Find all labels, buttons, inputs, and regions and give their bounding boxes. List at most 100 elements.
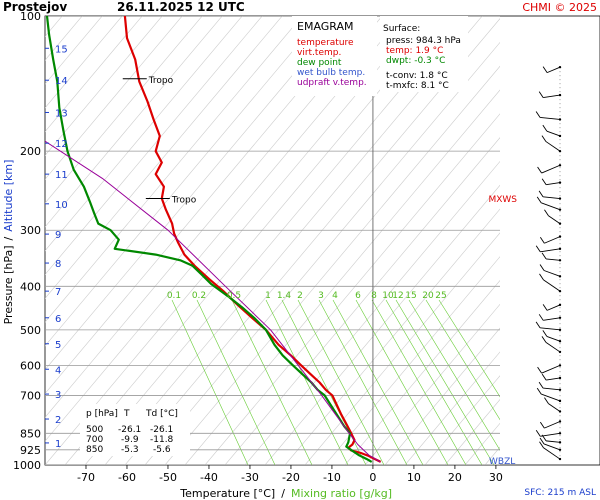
dry-adiabat-line [45,16,303,323]
wind-barb [541,434,562,444]
dry-adiabat-line [45,16,363,395]
table-box [80,404,190,456]
legend-item-updraft: udpraft v.temp. [297,78,367,88]
pressure-tick-label: 600 [20,359,41,372]
dry-adiabat-line [45,16,383,418]
table-row-1-p: 500 [86,425,103,435]
table-row-2-p: 700 [86,435,103,445]
dry-adiabat-line [364,303,500,465]
sfc-label: SFC: 215 m ASL [524,488,596,498]
mxws-label: MXWS [488,195,517,205]
wind-barb [535,430,562,437]
dry-adiabat-line [164,65,500,465]
mixing-ratio-line [438,299,500,398]
table-row-3-td: -5.6 [153,445,171,455]
surface-pressure: press: 984.3 hPa [386,36,461,46]
pressure-tick-label: 300 [20,224,41,237]
wind-barb [539,235,562,244]
pressure-tick-label: 500 [20,324,41,337]
mixing-ratio-label: 15 [405,291,416,301]
x-axis-sep: / [281,487,285,500]
dry-adiabat-line [104,16,483,465]
sounding-series [45,16,382,463]
altitude-tick-label: 9 [55,230,61,241]
mixing-ratio-line [231,299,313,465]
wind-barb [541,336,562,354]
x-axis-temp-label: Temperature [°C] [179,487,275,500]
mixing-ratio-label: 20 [422,291,434,301]
table-header-p: p [hPa] [86,409,118,419]
x-tick-label: -30 [241,471,259,484]
dry-adiabat-line [384,327,500,465]
pressure-tick-label: 850 [20,427,41,440]
wind-barb [544,397,562,413]
wind-barb [539,437,562,451]
wbzl-label: WBZL [489,457,515,467]
wind-barb [539,273,562,293]
mixing-ratio-label: 6 [355,291,361,301]
dry-adiabat-line [144,41,500,465]
dry-adiabat-line [324,256,500,465]
wind-barb [537,164,562,174]
wind-barb [538,381,562,391]
altitude-tick-label: 14 [55,76,68,87]
dry-adiabat-line [224,137,500,465]
x-tick-label: -20 [282,471,300,484]
altitude-tick-label: 10 [55,200,68,211]
pressure-tick-label: 700 [20,389,41,402]
mixing-ratio-line [332,299,424,465]
table-row-1-td: -26.1 [150,425,173,435]
mixing-ratio-line [318,299,408,465]
x-tick-label: -60 [118,471,136,484]
surface-dewpoint: dwpt: -0.3 °C [386,56,445,66]
x-tick-label: -40 [200,471,218,484]
mixing-ratio-line [395,299,495,465]
dry-adiabat-line [84,16,463,465]
mixing-ratio-label: 10 [382,291,394,301]
dry-adiabat-line [304,232,500,465]
wind-barb [541,252,562,262]
emagram-grid [45,16,500,465]
dry-adiabat-line [45,16,403,442]
y-axis-pressure-label: Pressure [hPa] [2,245,15,324]
dry-adiabat-line [344,280,500,465]
wind-barb [542,303,562,311]
dry-adiabat-line [284,208,500,465]
mixing-ratio-line [355,299,449,465]
wind-barb [538,314,562,321]
summary-table: p [hPa] T Td [°C] 500 -26.1 -26.1 700 -9… [80,404,190,456]
pressure-tick-label: 925 [20,444,41,457]
table-row-3-t: -5.3 [121,445,139,455]
legend-title: EMAGRAM [297,20,354,33]
pressure-tick-label: 100 [20,10,41,23]
altitude-tick-label: 2 [55,415,61,426]
tropopause-label: Tropo [171,196,197,206]
wind-barb [535,245,562,253]
series-udpraft-v-temp [45,140,381,463]
wind-barb [542,65,562,74]
pressure-tick-label: 200 [20,145,41,158]
altitude-tick-label: 8 [55,259,61,270]
credit-label: CHMI © 2025 [522,1,597,14]
mixing-ratio-line [425,299,500,421]
mixing-ratio-label: 0.1 [167,291,181,301]
table-row-2-t: -9.9 [121,435,139,445]
dry-adiabat-line [204,113,500,465]
wind-barb [539,264,562,278]
legend-item-dew-point: dew point [297,58,342,68]
wind-barb [542,330,562,343]
x-tick-label: 0 [369,471,376,484]
x-tick-label: 10 [407,471,421,484]
y-axis-sep: / [2,236,15,240]
surface-temp: temp: 1.9 °C [386,46,443,56]
dry-adiabat-line [64,16,443,465]
altitude-tick-label: 4 [55,365,61,376]
dry-adiabat-line [45,16,243,252]
surface-heading: Surface: [383,24,420,34]
dry-adiabat-line [45,16,223,228]
wind-barb [539,441,562,461]
datetime-label: 26.11.2025 12 UTC [117,0,245,14]
legend-item-virt-temp: virt.temp. [297,48,341,58]
legend-item-temperature: temperature [297,38,354,48]
